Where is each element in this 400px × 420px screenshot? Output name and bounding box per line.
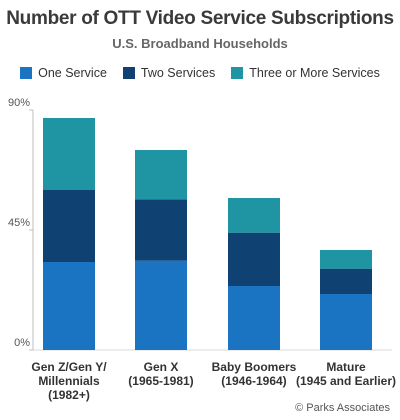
bar-segment-three-or-more bbox=[228, 198, 280, 233]
copyright-notice: © Parks Associates bbox=[295, 402, 390, 414]
bar-segment-two-services bbox=[135, 199, 187, 261]
y-tick-label: 90% bbox=[8, 97, 30, 109]
legend-label-two-services: Two Services bbox=[140, 66, 216, 80]
y-tick-label: 0% bbox=[14, 337, 30, 349]
chart-title: Number of OTT Video Service Subscription… bbox=[6, 8, 394, 29]
bar-segment-two-services bbox=[43, 190, 95, 262]
x-category-label-line: (1982+) bbox=[48, 388, 90, 402]
bar-segment-one-service bbox=[43, 262, 95, 350]
legend: One Service Two Services Three or More S… bbox=[0, 64, 400, 82]
legend-label-one-service: One Service bbox=[38, 66, 107, 80]
legend-item-two-services: Two Services bbox=[122, 64, 216, 82]
bar-segment-three-or-more bbox=[320, 250, 372, 269]
x-category-label: Mature (1945 and Earlier) bbox=[296, 360, 396, 388]
legend-label-three-or-more: Three or More Services bbox=[249, 66, 380, 80]
x-category-label-line: Gen X bbox=[144, 360, 179, 374]
x-category-label-line: (1965-1981) bbox=[128, 374, 193, 388]
legend-item-three-or-more: Three or More Services bbox=[231, 64, 380, 82]
legend-swatch-three-or-more bbox=[231, 67, 244, 79]
bar-segment-two-services bbox=[320, 268, 372, 294]
x-category-label-line: (1945 and Earlier) bbox=[296, 374, 396, 388]
y-tick-label: 45% bbox=[8, 217, 30, 229]
legend-swatch-one-service bbox=[20, 67, 33, 79]
bar-segment-two-services bbox=[228, 232, 280, 286]
legend-swatch-two-services bbox=[122, 67, 135, 79]
x-category-label-line: Baby Boomers bbox=[212, 360, 297, 374]
bar-segment-three-or-more bbox=[43, 118, 95, 190]
x-category-label: Gen X (1965-1981) bbox=[128, 360, 193, 388]
x-category-label: Baby Boomers (1946-1964) bbox=[212, 360, 297, 388]
bar-segment-one-service bbox=[135, 260, 187, 350]
x-category-label: Gen Z/Gen Y/Millennials (1982+) bbox=[31, 360, 107, 402]
bar-segment-three-or-more bbox=[135, 150, 187, 200]
bar-segment-one-service bbox=[228, 286, 280, 350]
x-category-label-line: (1946-1964) bbox=[221, 374, 286, 388]
x-category-label-line: Millennials bbox=[38, 374, 100, 388]
bar-segment-one-service bbox=[320, 294, 372, 350]
chart-subtitle: U.S. Broadband Households bbox=[112, 36, 288, 51]
x-category-label-line: Mature bbox=[326, 360, 366, 374]
x-category-label-line: Gen Z/Gen Y/ bbox=[31, 360, 107, 374]
legend-item-one-service: One Service bbox=[20, 64, 107, 82]
